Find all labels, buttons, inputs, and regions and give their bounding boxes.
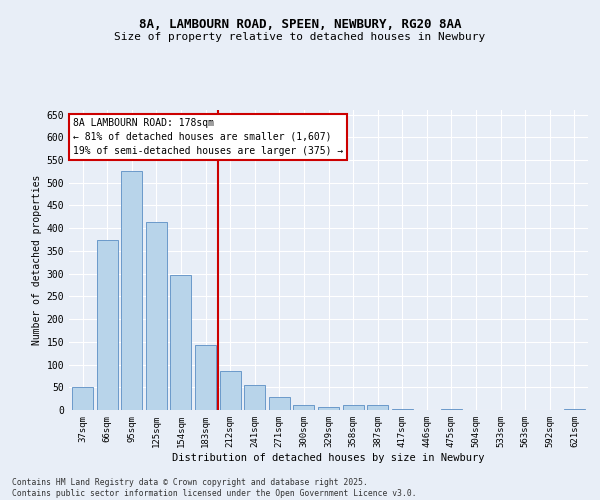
Bar — [170, 274, 191, 410]
Bar — [293, 406, 314, 410]
Text: 8A, LAMBOURN ROAD, SPEEN, NEWBURY, RG20 8AA: 8A, LAMBOURN ROAD, SPEEN, NEWBURY, RG20 … — [139, 18, 461, 30]
Bar — [220, 372, 241, 410]
Text: 8A LAMBOURN ROAD: 178sqm
← 81% of detached houses are smaller (1,607)
19% of sem: 8A LAMBOURN ROAD: 178sqm ← 81% of detach… — [73, 118, 343, 156]
Text: Size of property relative to detached houses in Newbury: Size of property relative to detached ho… — [115, 32, 485, 42]
Bar — [195, 345, 216, 410]
Bar — [564, 409, 585, 410]
Text: Contains HM Land Registry data © Crown copyright and database right 2025.
Contai: Contains HM Land Registry data © Crown c… — [12, 478, 416, 498]
Bar — [367, 405, 388, 410]
Bar — [318, 407, 339, 410]
Bar — [392, 409, 413, 410]
Bar — [269, 398, 290, 410]
X-axis label: Distribution of detached houses by size in Newbury: Distribution of detached houses by size … — [172, 452, 485, 462]
Bar — [72, 388, 93, 410]
Bar — [146, 222, 167, 410]
Bar — [441, 408, 462, 410]
Y-axis label: Number of detached properties: Number of detached properties — [32, 175, 43, 345]
Bar — [343, 406, 364, 410]
Bar — [244, 385, 265, 410]
Bar — [97, 240, 118, 410]
Bar — [121, 172, 142, 410]
